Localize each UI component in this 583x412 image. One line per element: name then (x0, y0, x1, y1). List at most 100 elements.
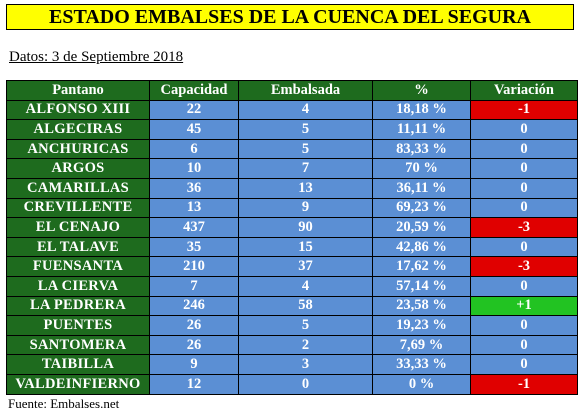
capacity-cell: 6 (149, 138, 239, 160)
capacity-cell: 13 (149, 197, 239, 219)
capacity-cell: 26 (149, 334, 239, 356)
stored-cell: 90 (238, 217, 373, 238)
capacity-cell: 246 (149, 295, 239, 317)
capacity-cell: 36 (149, 177, 239, 199)
column-header-variacion: Variación (470, 80, 578, 101)
variation-cell: 0 (470, 197, 578, 219)
capacity-cell: 9 (149, 354, 239, 375)
percent-cell: 83,33 % (372, 138, 471, 160)
capacity-cell: 12 (149, 373, 239, 395)
percent-cell: 17,62 % (372, 256, 471, 277)
percent-cell: 33,33 % (372, 354, 471, 375)
stored-cell: 5 (238, 315, 373, 336)
percent-cell: 0 % (372, 373, 471, 395)
stored-cell: 4 (238, 275, 373, 297)
variation-cell: 0 (470, 334, 578, 356)
variation-cell: -1 (470, 373, 578, 395)
reservoir-name-cell: ANCHURICAS (6, 138, 150, 160)
source-label: Fuente: Embalses.net (8, 396, 120, 411)
table-row: CREVILLENTE 13 9 69,23 % 0 (6, 197, 578, 219)
table-row: LA CIERVA 7 4 57,14 % 0 (6, 275, 578, 297)
percent-cell: 42,86 % (372, 236, 471, 258)
reservoir-name-cell: ALGECIRAS (6, 119, 150, 140)
variation-cell: 0 (470, 158, 578, 179)
stored-cell: 15 (238, 236, 373, 258)
stored-cell: 5 (238, 119, 373, 140)
percent-cell: 7,69 % (372, 334, 471, 356)
percent-cell: 69,23 % (372, 197, 471, 219)
variation-cell: 0 (470, 236, 578, 258)
capacity-cell: 210 (149, 256, 239, 277)
variation-cell: 0 (470, 354, 578, 375)
stored-cell: 37 (238, 256, 373, 277)
table-header-row: Pantano Capacidad Embalsada % Variación (6, 80, 578, 101)
variation-cell: -1 (470, 99, 578, 121)
reservoir-name-cell: TAIBILLA (6, 354, 150, 375)
stored-cell: 9 (238, 197, 373, 219)
table-row: ALGECIRAS 45 5 11,11 % 0 (6, 119, 578, 140)
table-row: PUENTES 26 5 19,23 % 0 (6, 315, 578, 336)
variation-cell: 0 (470, 275, 578, 297)
reservoir-name-cell: VALDEINFIERNO (6, 373, 150, 395)
percent-cell: 18,18 % (372, 99, 471, 121)
reservoir-name-cell: ALFONSO XIII (6, 99, 150, 121)
reservoir-name-cell: LA PEDRERA (6, 295, 150, 317)
table-row: EL TALAVE 35 15 42,86 % 0 (6, 236, 578, 258)
capacity-cell: 35 (149, 236, 239, 258)
percent-cell: 23,58 % (372, 295, 471, 317)
table-row: ANCHURICAS 6 5 83,33 % 0 (6, 138, 578, 160)
reservoir-name-cell: FUENSANTA (6, 256, 150, 277)
percent-cell: 36,11 % (372, 177, 471, 199)
capacity-cell: 7 (149, 275, 239, 297)
column-header-percent: % (372, 80, 471, 101)
table-row: FUENSANTA 210 37 17,62 % -3 (6, 256, 578, 277)
variation-cell: +1 (470, 295, 578, 317)
percent-cell: 70 % (372, 158, 471, 179)
stored-cell: 3 (238, 354, 373, 375)
column-header-capacidad: Capacidad (149, 80, 239, 101)
table-row: ARGOS 10 7 70 % 0 (6, 158, 578, 179)
reservoir-name-cell: EL CENAJO (6, 217, 150, 238)
percent-cell: 57,14 % (372, 275, 471, 297)
reservoir-name-cell: CREVILLENTE (6, 197, 150, 219)
capacity-cell: 26 (149, 315, 239, 336)
variation-cell: -3 (470, 217, 578, 238)
reservoir-name-cell: LA CIERVA (6, 275, 150, 297)
percent-cell: 19,23 % (372, 315, 471, 336)
table-row: TAIBILLA 9 3 33,33 % 0 (6, 354, 578, 375)
page-title-text: ESTADO EMBALSES DE LA CUENCA DEL SEGURA (49, 6, 531, 28)
reservoir-name-cell: EL TALAVE (6, 236, 150, 258)
stored-cell: 13 (238, 177, 373, 199)
variation-cell: 0 (470, 177, 578, 199)
reservoir-name-cell: SANTOMERA (6, 334, 150, 356)
reservoir-name-cell: PUENTES (6, 315, 150, 336)
table-row: LA PEDRERA 246 58 23,58 % +1 (6, 295, 578, 317)
percent-cell: 11,11 % (372, 119, 471, 140)
capacity-cell: 10 (149, 158, 239, 179)
reservoir-name-cell: CAMARILLAS (6, 177, 150, 199)
table-row: VALDEINFIERNO 12 0 0 % -1 (6, 373, 578, 395)
column-header-embalsada: Embalsada (238, 80, 373, 101)
table-row: ALFONSO XIII 22 4 18,18 % -1 (6, 99, 578, 121)
capacity-cell: 437 (149, 217, 239, 238)
percent-cell: 20,59 % (372, 217, 471, 238)
stored-cell: 4 (238, 99, 373, 121)
reservoir-name-cell: ARGOS (6, 158, 150, 179)
date-label: Datos: 3 de Septiembre 2018 (9, 49, 184, 65)
variation-cell: 0 (470, 315, 578, 336)
stored-cell: 7 (238, 158, 373, 179)
reservoir-table: Pantano Capacidad Embalsada % Variación … (6, 80, 578, 395)
stored-cell: 2 (238, 334, 373, 356)
stored-cell: 5 (238, 138, 373, 160)
capacity-cell: 45 (149, 119, 239, 140)
variation-cell: 0 (470, 138, 578, 160)
stored-cell: 0 (238, 373, 373, 395)
page-title: ESTADO EMBALSES DE LA CUENCA DEL SEGURA (6, 4, 574, 30)
table-row: EL CENAJO 437 90 20,59 % -3 (6, 217, 578, 238)
capacity-cell: 22 (149, 99, 239, 121)
variation-cell: 0 (470, 119, 578, 140)
variation-cell: -3 (470, 256, 578, 277)
table-row: CAMARILLAS 36 13 36,11 % 0 (6, 177, 578, 199)
table-row: SANTOMERA 26 2 7,69 % 0 (6, 334, 578, 356)
stored-cell: 58 (238, 295, 373, 317)
